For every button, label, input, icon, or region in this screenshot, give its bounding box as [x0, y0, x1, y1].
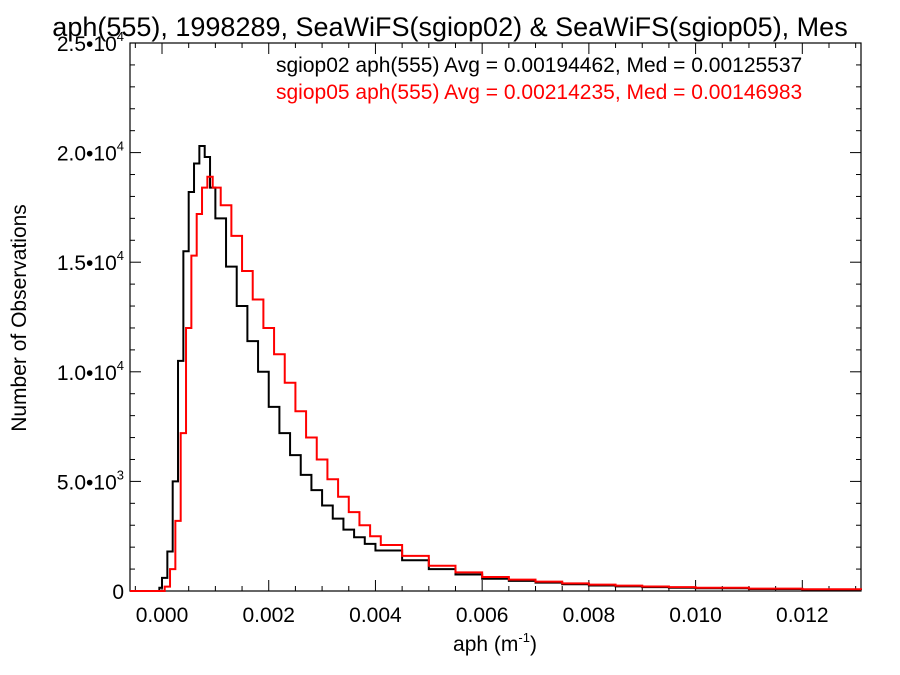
series-line-sgiop02 [130, 145, 862, 592]
y-axis-label: Number of Observations [8, 204, 31, 432]
x-axis-label-exponent: -1 [518, 630, 530, 645]
x-axis-label-close: ) [530, 633, 537, 656]
y-tick-label: 1.0•104 [57, 358, 124, 385]
series-layer [130, 145, 862, 592]
x-tick-label: 0.006 [456, 604, 509, 627]
x-tick-label: 0.004 [349, 604, 402, 627]
plot-frame [129, 42, 862, 592]
x-tick-label: 0.012 [776, 604, 829, 627]
y-axis-ticks: 0 5.0•103 1.0•104 1.5•104 2.0•104 2.5•104 [57, 29, 861, 604]
x-axis-ticks: 0.000 0.002 0.004 0.006 0.008 0.010 0.012 [134, 43, 857, 627]
x-tick-label: 0.008 [563, 604, 616, 627]
y-tick-label: 0 [112, 581, 124, 604]
x-tick-label: 0.000 [136, 604, 189, 627]
y-tick-label: 2.0•104 [57, 139, 124, 166]
x-axis-label: aph (m-1) [453, 630, 537, 656]
x-axis-label-text: aph (m [453, 633, 518, 656]
legend-entry-sgiop05: sgiop05 aph(555) Avg = 0.00214235, Med =… [276, 81, 802, 104]
x-tick-label: 0.002 [242, 604, 295, 627]
plot-border [129, 42, 862, 592]
legend-entry-sgiop02: sgiop02 aph(555) Avg = 0.00194462, Med =… [276, 54, 802, 77]
series-line-sgiop05 [130, 175, 862, 592]
y-tick-label: 1.5•104 [57, 248, 124, 275]
chart-title: aph(555), 1998289, SeaWiFS(sgiop02) & Se… [52, 12, 847, 42]
y-tick-label: 2.5•104 [57, 29, 124, 56]
y-tick-label: 5.0•103 [57, 467, 124, 494]
x-tick-label: 0.010 [669, 604, 722, 627]
